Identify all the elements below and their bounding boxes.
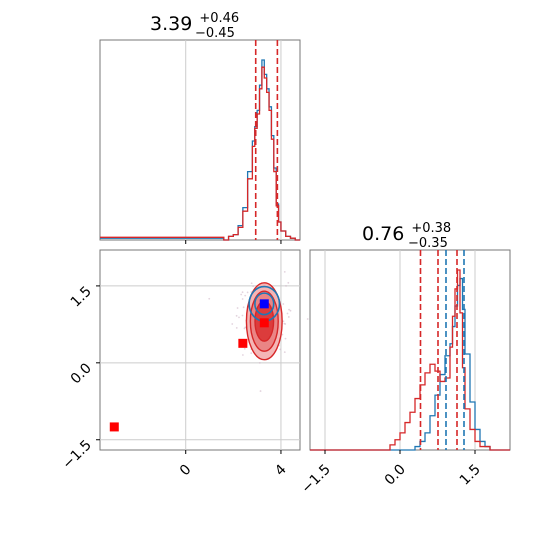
histogram-series-1 — [100, 66, 300, 241]
scatter-point — [281, 333, 284, 336]
scatter-point — [287, 316, 290, 318]
scatter-point — [252, 285, 255, 288]
scatter-point — [235, 314, 238, 317]
scatter-point — [244, 294, 247, 297]
panel-bottom-right: −1.5 0.0 1.5 0.76 +0.38 −0.35 — [298, 215, 511, 497]
x-tick-label: 0.0 — [382, 462, 409, 489]
scatter-point — [258, 362, 261, 364]
marker-square-2 — [259, 318, 269, 328]
scatter-point — [279, 348, 282, 351]
scatter-point — [246, 291, 249, 294]
marker-square-1 — [238, 338, 248, 348]
scatter-point — [287, 281, 290, 284]
scatter-point — [231, 323, 234, 325]
scatter-point — [241, 354, 244, 356]
panel-bottom-left-markers — [109, 299, 269, 432]
panel-top-left-title-median: 3.39 — [150, 13, 192, 35]
scatter-point — [243, 327, 246, 330]
scatter-point — [236, 307, 239, 309]
scatter-point — [289, 309, 292, 312]
panel-top-left-series — [100, 59, 300, 241]
scatter-point — [241, 291, 244, 294]
marker-square-0 — [109, 422, 119, 432]
marker-square-3 — [259, 299, 269, 309]
scatter-point — [235, 327, 238, 329]
scatter-point — [285, 285, 287, 287]
panel-bottom-right-title: 0.76 +0.38 −0.35 — [362, 215, 457, 251]
panel-top-left: 3.39 +0.46 −0.45 — [99, 5, 301, 244]
scatter-point — [240, 293, 243, 296]
scatter-point — [242, 306, 245, 309]
panel-top-left-frame — [99, 39, 301, 241]
scatter-point — [284, 323, 287, 325]
scatter-point — [250, 352, 253, 355]
scatter-point — [286, 312, 289, 315]
scatter-point — [284, 337, 287, 340]
scatter-point — [208, 297, 211, 300]
scatter-point — [243, 347, 246, 350]
y-tick-label: 0.0 — [68, 360, 95, 387]
panel-top-left-ticks — [185, 240, 282, 244]
x-tick-label: 0 — [177, 462, 195, 480]
y-tick-label: 1.5 — [68, 283, 95, 310]
x-tick-label: −1.5 — [298, 462, 333, 497]
y-tick-label: −1.5 — [59, 437, 94, 472]
scatter-point — [282, 320, 285, 323]
panel-bottom-right-title-median: 0.76 — [362, 223, 404, 245]
panel-bottom-right-title-minus: −0.35 — [408, 236, 448, 251]
histogram-series-1 — [310, 269, 510, 451]
x-tick-label: 4 — [272, 461, 290, 479]
panel-top-left-title-plus: +0.46 — [199, 11, 239, 26]
scatter-point — [259, 390, 262, 392]
panel-bottom-right-ticks: −1.5 0.0 1.5 — [298, 450, 484, 497]
panel-bottom-right-series — [310, 269, 510, 451]
scatter-point — [282, 303, 285, 305]
scatter-point — [241, 314, 244, 317]
x-tick-label: 1.5 — [457, 462, 484, 489]
panel-bottom-right-title-plus: +0.38 — [411, 221, 451, 236]
scatter-point — [283, 270, 286, 273]
panel-top-left-title-minus: −0.45 — [195, 26, 235, 41]
scatter-point — [283, 351, 286, 354]
scatter-point — [306, 318, 309, 320]
panel-top-left-title: 3.39 +0.46 −0.45 — [150, 5, 245, 41]
scatter-point — [250, 282, 253, 285]
panel-top-left-grid — [185, 40, 282, 240]
scatter-point — [238, 316, 240, 319]
panel-top-left-vlines — [254, 40, 279, 240]
scatter-point — [241, 298, 244, 300]
scatter-point — [288, 308, 290, 311]
contour-blue-1 — [254, 292, 275, 316]
histogram-series-0 — [310, 277, 510, 451]
panel-bottom-right-vlines — [419, 250, 465, 450]
panel-bottom-left: 0 4 −1.5 0.0 1.5 — [59, 249, 309, 480]
